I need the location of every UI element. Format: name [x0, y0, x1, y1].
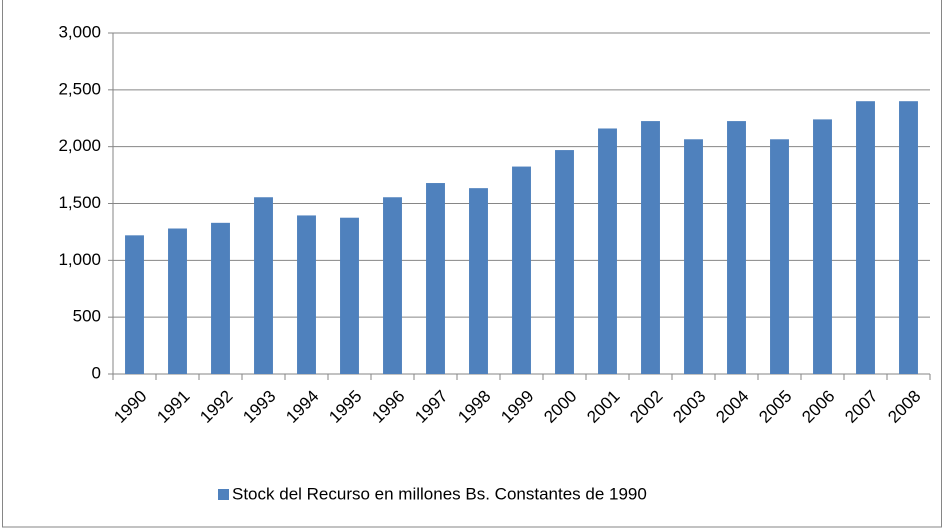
legend-swatch	[218, 489, 229, 500]
bar	[856, 101, 875, 374]
bar	[813, 119, 832, 375]
bar	[469, 188, 488, 374]
legend-label: Stock del Recurso en millones Bs. Consta…	[232, 484, 647, 503]
bar	[512, 166, 531, 374]
bar	[125, 235, 144, 374]
bar	[727, 121, 746, 374]
y-tick-label: 500	[73, 307, 101, 326]
bar	[340, 217, 359, 374]
bar	[383, 197, 402, 374]
y-tick-label: 3,000	[58, 22, 101, 41]
bar	[254, 197, 273, 374]
bar	[641, 121, 660, 374]
bar	[211, 222, 230, 374]
bar	[598, 128, 617, 374]
y-tick-label: 2,000	[58, 136, 101, 155]
y-tick-label: 0	[92, 363, 101, 382]
y-tick-label: 1,500	[58, 193, 101, 212]
bar	[899, 101, 918, 374]
bar	[168, 228, 187, 374]
bar	[770, 139, 789, 374]
bar	[684, 139, 703, 374]
bar	[555, 150, 574, 374]
y-tick-label: 2,500	[58, 79, 101, 98]
bar	[426, 183, 445, 374]
y-tick-label: 1,000	[58, 250, 101, 269]
bar	[297, 215, 316, 374]
